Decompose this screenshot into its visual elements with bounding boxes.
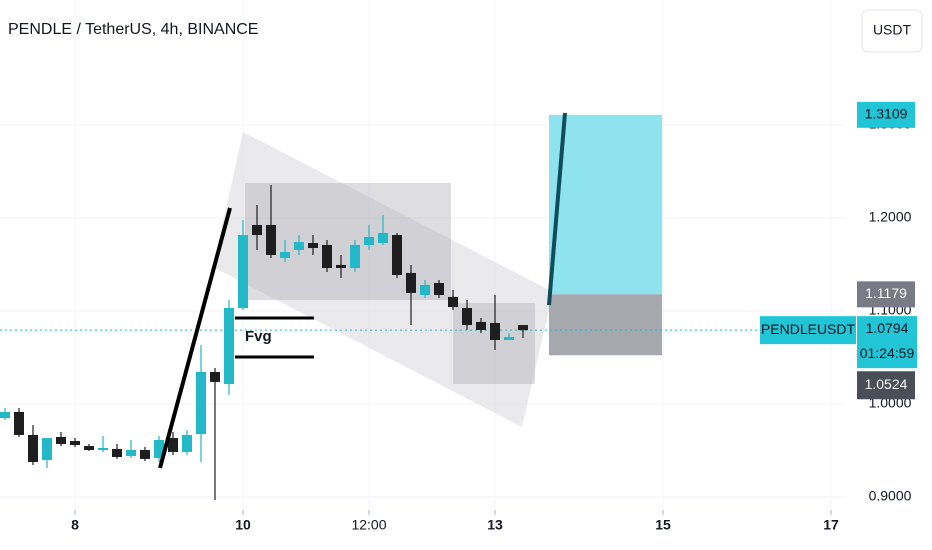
- range-box: [245, 183, 451, 300]
- candle-body: [461, 308, 472, 326]
- projection-line: [547, 112, 567, 306]
- candle-body: [223, 308, 234, 384]
- label-box: [857, 316, 917, 369]
- long-position: [549, 114, 662, 356]
- candle-body: [27, 434, 38, 463]
- candle-body: [209, 371, 220, 382]
- y-tick-label: 0.9000: [869, 488, 912, 504]
- candle-body: [489, 322, 500, 340]
- candle-body: [97, 447, 108, 451]
- x-tick-label: 12:00: [351, 517, 386, 533]
- candle-body: [251, 224, 262, 236]
- currency[interactable]: USDT: [873, 22, 912, 38]
- candle-body: [139, 450, 150, 459]
- entry-label: 1.1179: [865, 285, 907, 301]
- candle-body: [83, 446, 94, 451]
- stop-zone: [549, 294, 662, 356]
- x-tick-label: 8: [71, 517, 79, 533]
- candle-body: [503, 337, 514, 340]
- target-label: 1.3109: [865, 106, 908, 122]
- candle-body: [447, 296, 458, 307]
- x-tick-label: 17: [823, 517, 839, 533]
- x-tick-label: 13: [487, 517, 503, 533]
- candle-body: [405, 272, 416, 293]
- last-price-label: 1.0794: [866, 320, 909, 336]
- label-box: [857, 371, 915, 400]
- candle-body: [335, 264, 346, 269]
- candle-body: [391, 235, 402, 275]
- candle-body: [69, 440, 80, 445]
- price-labels: 1.3109 1.1179 PENDLEUSDT 1.0794 01:24:59 1.05…: [760, 101, 917, 400]
- candle-body: [167, 438, 178, 452]
- channel: [213, 132, 553, 427]
- candle-body: [279, 252, 290, 258]
- candle-body: [0, 411, 10, 419]
- x-tick-label: 10: [235, 517, 251, 533]
- target-zone: [549, 114, 662, 295]
- y-tick-label: 1.2000: [869, 209, 912, 225]
- candle-body: [237, 235, 248, 309]
- candle-body: [13, 411, 24, 435]
- trend-line: [158, 207, 232, 469]
- candle-body: [153, 439, 164, 459]
- label-box: [857, 281, 915, 308]
- candle-body: [377, 232, 388, 244]
- candle-body: [41, 438, 52, 460]
- symbol-label: PENDLEUSDT: [761, 321, 856, 337]
- candle-body: [307, 243, 318, 249]
- candle-body: [195, 371, 206, 435]
- currency-button[interactable]: [861, 9, 923, 53]
- candle-body: [433, 282, 444, 295]
- candle-body: [111, 448, 122, 457]
- candle-body: [125, 450, 136, 456]
- candle-body: [181, 434, 192, 452]
- candle-body: [363, 236, 374, 245]
- candle-body: [349, 244, 360, 269]
- chart-title: PENDLE / TetherUS, 4h, BINANCE: [8, 21, 258, 38]
- stop-label: 1.0524: [865, 376, 908, 392]
- label-box: [760, 316, 856, 345]
- candle-body: [55, 436, 66, 444]
- x-tick-label: 15: [655, 517, 671, 533]
- candle-body: [265, 224, 276, 255]
- candle-body: [475, 321, 486, 330]
- label-box: [857, 101, 915, 128]
- candle-body: [517, 325, 528, 331]
- countdown: 01:24:59: [860, 345, 915, 361]
- candle-body: [293, 241, 304, 250]
- candle-body: [419, 284, 430, 295]
- grid: [0, 0, 845, 510]
- annotation: Fvg: [245, 328, 272, 345]
- candles: [0, 184, 528, 500]
- candle-body: [321, 244, 332, 269]
